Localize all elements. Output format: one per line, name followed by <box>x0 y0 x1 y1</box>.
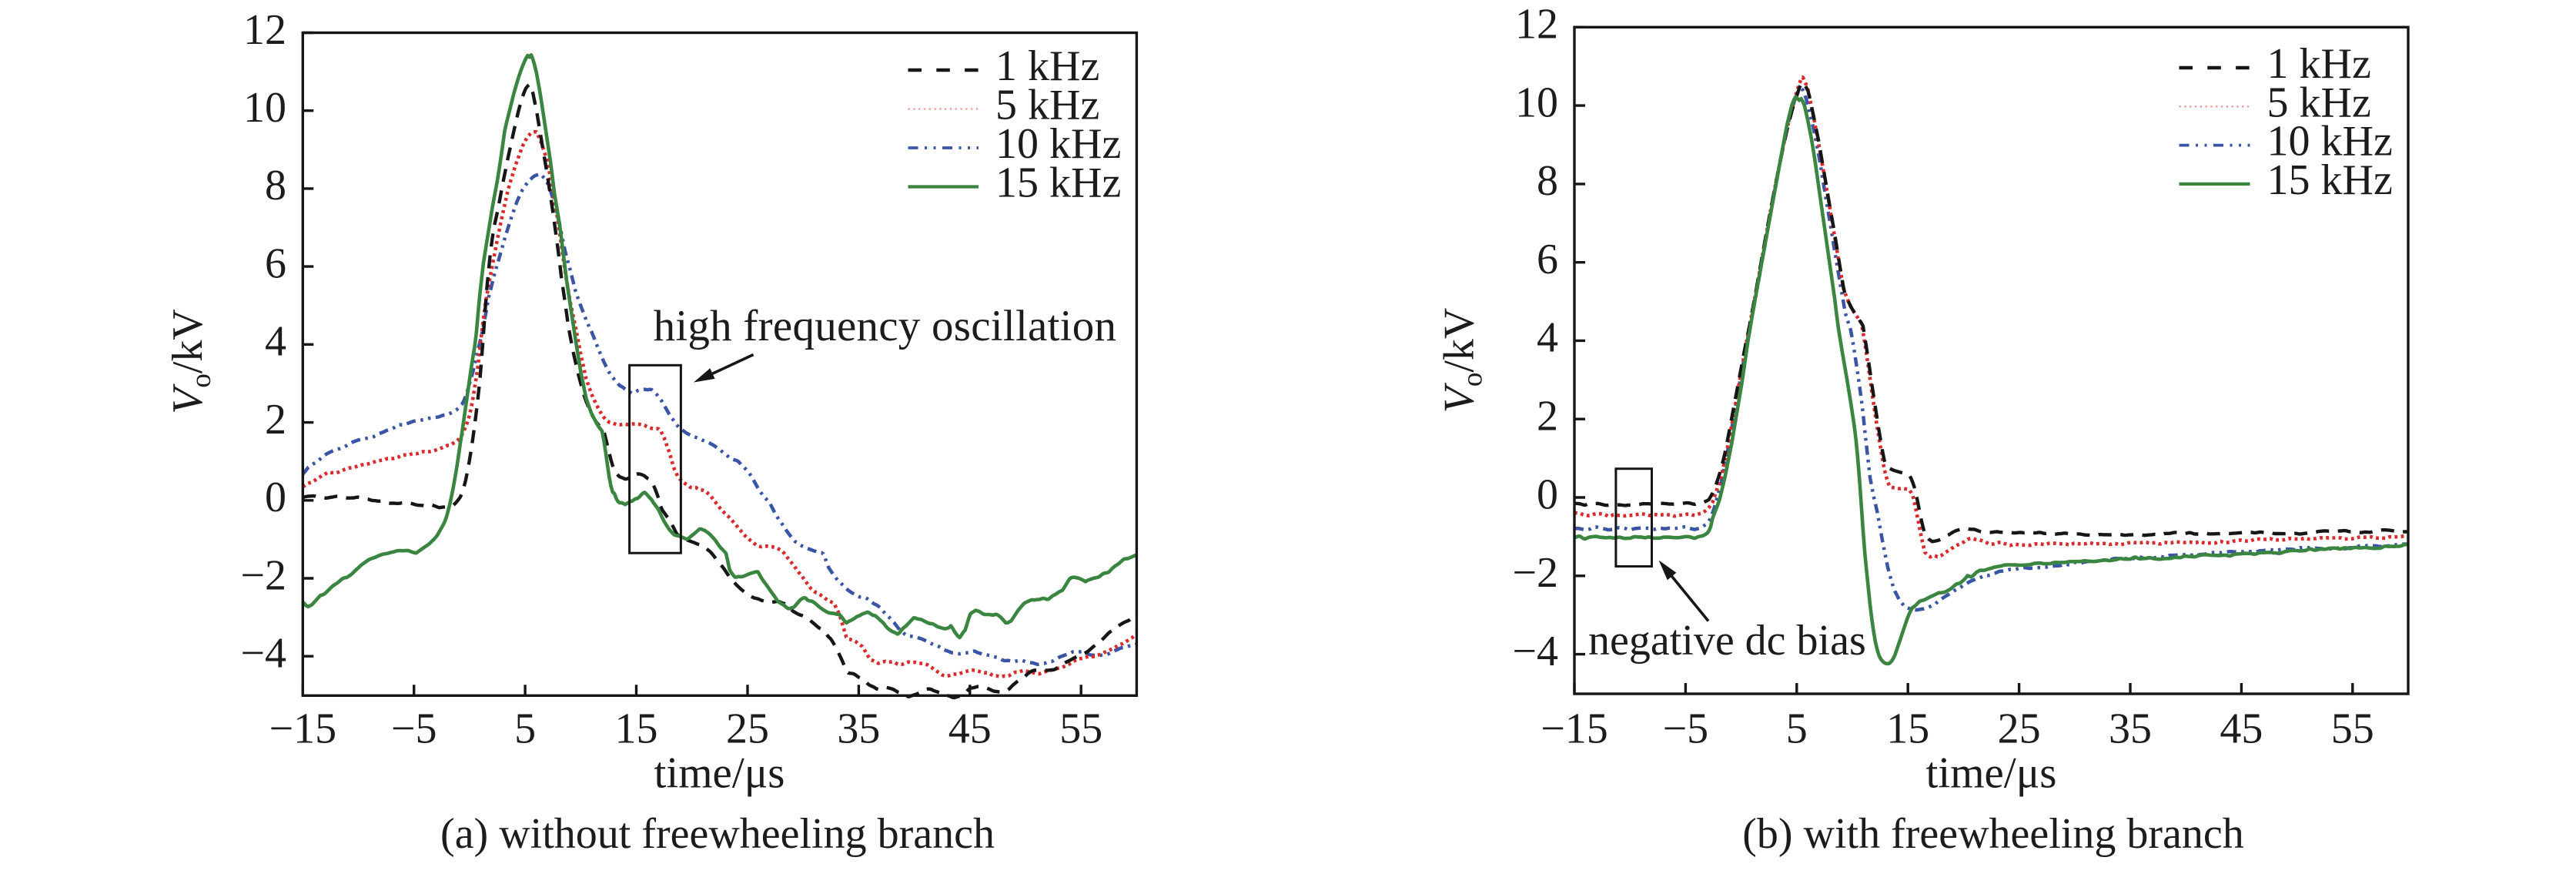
svg-text:1 kHz: 1 kHz <box>995 42 1099 90</box>
svg-text:45: 45 <box>948 705 992 753</box>
svg-text:10 kHz: 10 kHz <box>995 120 1121 168</box>
svg-text:time/μs: time/μs <box>1926 749 2057 798</box>
svg-text:5 kHz: 5 kHz <box>995 82 1099 129</box>
svg-text:−5: −5 <box>1663 705 1709 753</box>
svg-text:35: 35 <box>2109 705 2152 753</box>
svg-text:15 kHz: 15 kHz <box>995 159 1121 207</box>
svg-text:4: 4 <box>265 318 286 366</box>
svg-text:Vo/kV: Vo/kV <box>1436 308 1489 414</box>
svg-text:10: 10 <box>1515 79 1558 126</box>
svg-text:8: 8 <box>1537 157 1558 205</box>
svg-text:2: 2 <box>265 396 286 444</box>
svg-text:−15: −15 <box>1541 705 1608 753</box>
svg-text:10: 10 <box>243 84 286 132</box>
svg-text:time/μs: time/μs <box>654 749 785 798</box>
svg-text:5: 5 <box>1786 705 1808 753</box>
svg-text:12: 12 <box>243 6 286 54</box>
svg-text:−4: −4 <box>240 630 286 678</box>
svg-text:25: 25 <box>1998 705 2041 753</box>
svg-text:Vo/kV: Vo/kV <box>164 309 217 414</box>
svg-text:5: 5 <box>514 705 536 753</box>
svg-text:1 kHz: 1 kHz <box>2267 40 2371 88</box>
svg-text:12: 12 <box>1515 1 1558 49</box>
svg-text:negative dc bias: negative dc bias <box>1588 617 1866 665</box>
svg-text:55: 55 <box>1059 705 1102 753</box>
svg-text:15 kHz: 15 kHz <box>2267 156 2393 204</box>
svg-text:−4: −4 <box>1512 628 1558 675</box>
svg-text:6: 6 <box>1537 236 1558 283</box>
svg-text:55: 55 <box>2331 705 2374 753</box>
svg-text:2: 2 <box>1537 393 1558 440</box>
svg-text:15: 15 <box>615 705 658 753</box>
svg-text:high frequency oscillation: high frequency oscillation <box>654 302 1117 350</box>
svg-text:45: 45 <box>2220 705 2263 753</box>
svg-text:−5: −5 <box>391 705 437 753</box>
svg-text:25: 25 <box>726 705 769 753</box>
svg-text:(a) without freewheeling branc: (a) without freewheeling branch <box>440 810 995 858</box>
svg-text:(b) with freewheeling branch: (b) with freewheeling branch <box>1742 810 2244 858</box>
svg-text:5 kHz: 5 kHz <box>2267 79 2371 126</box>
svg-text:4: 4 <box>1537 314 1558 362</box>
svg-text:15: 15 <box>1886 705 1929 753</box>
svg-text:−2: −2 <box>1512 549 1558 597</box>
svg-text:10 kHz: 10 kHz <box>2267 118 2393 166</box>
svg-text:6: 6 <box>265 239 286 287</box>
svg-text:35: 35 <box>837 705 880 753</box>
svg-text:0: 0 <box>265 474 286 521</box>
svg-text:−15: −15 <box>269 705 337 753</box>
svg-text:8: 8 <box>265 162 286 209</box>
svg-text:0: 0 <box>1537 470 1558 518</box>
svg-text:−2: −2 <box>240 551 286 599</box>
